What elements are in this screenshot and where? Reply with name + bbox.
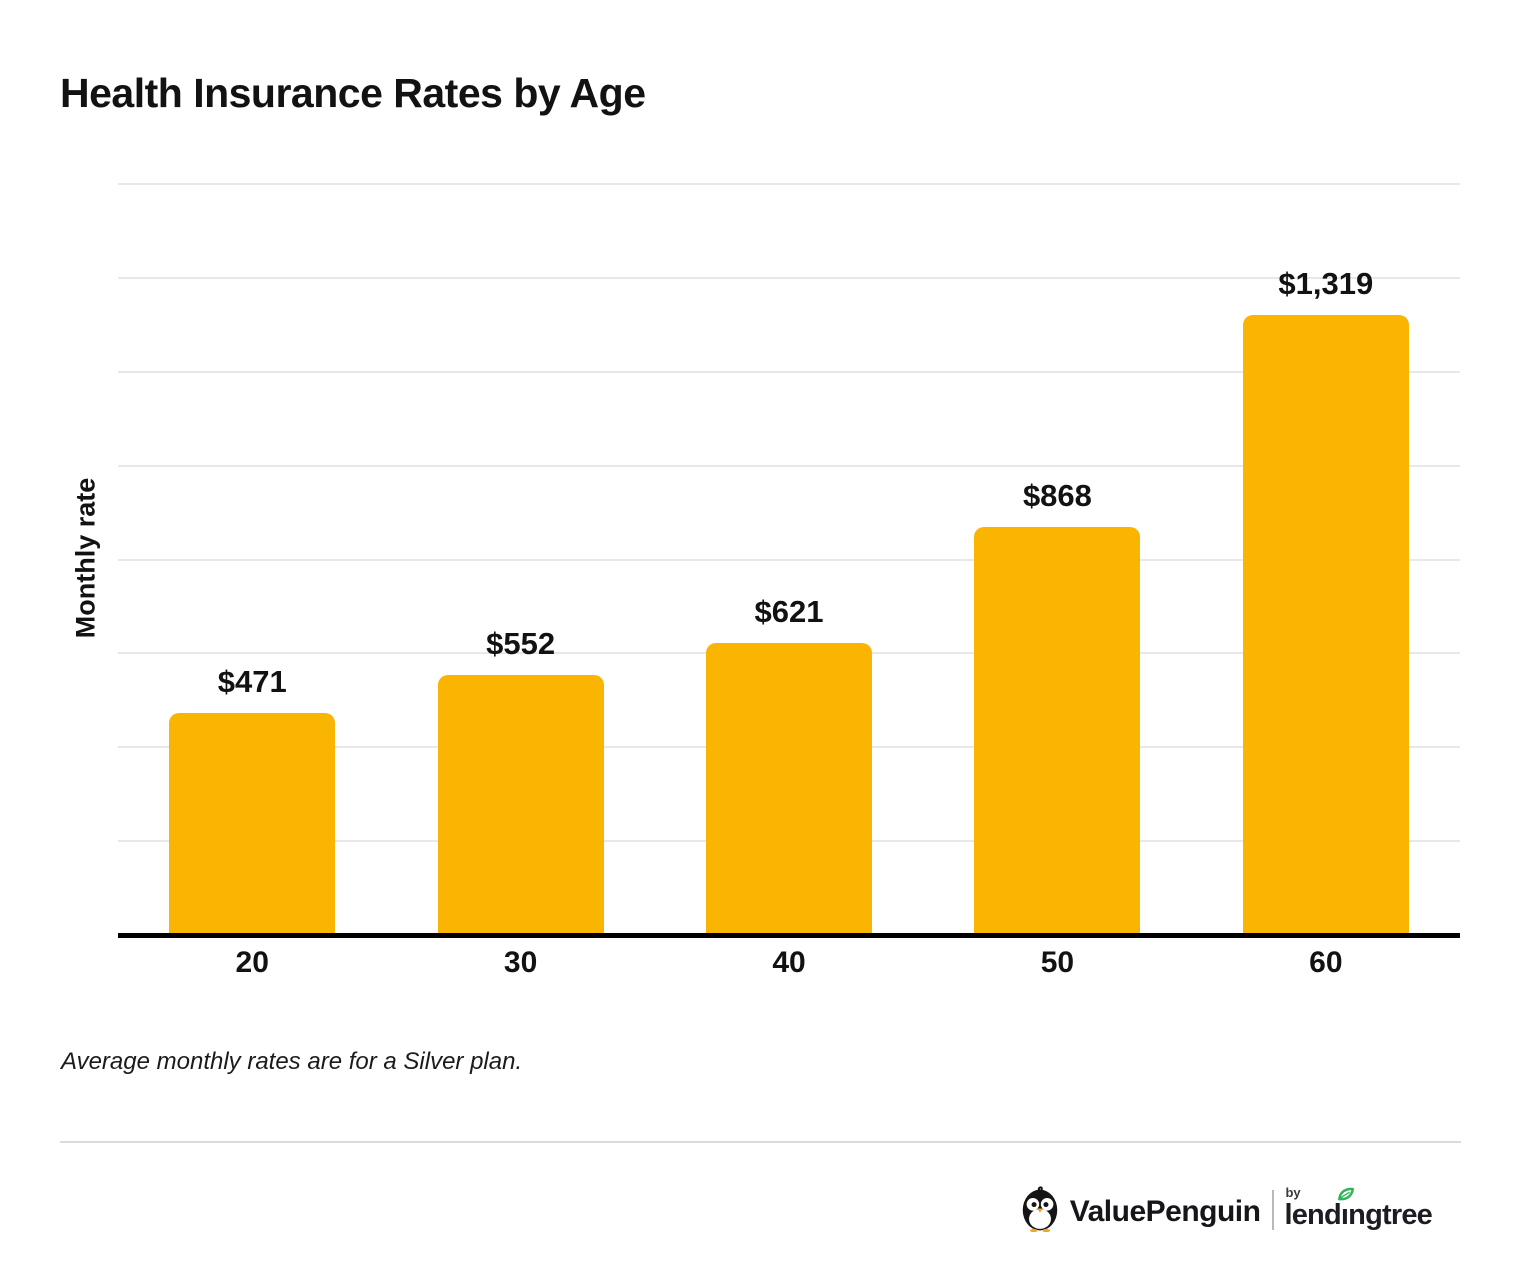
lendingtree-wordmark: lend ıngtree bbox=[1284, 1187, 1433, 1231]
leaf-icon bbox=[1337, 1187, 1354, 1201]
footer-divider bbox=[60, 1141, 1461, 1143]
x-tick-label: 50 bbox=[1040, 946, 1075, 979]
x-tick-label: 30 bbox=[503, 946, 538, 979]
brand-logo: ValuePenguin by lend ıngtree bbox=[1019, 1186, 1433, 1233]
bar-series: $471 $552 $621 $868 $1,319 bbox=[118, 183, 1460, 934]
by-label: by bbox=[1285, 1185, 1301, 1200]
lendingtree-text-post: ngtree bbox=[1348, 1199, 1433, 1231]
bar-group: $621 bbox=[655, 183, 923, 934]
bar-value-label: $621 bbox=[754, 593, 824, 629]
x-tick-label: 20 bbox=[235, 946, 269, 979]
bar bbox=[974, 526, 1141, 934]
bar bbox=[437, 674, 604, 934]
footnote: Average monthly rates are for a Silver p… bbox=[61, 1048, 523, 1075]
bar bbox=[706, 642, 873, 934]
valuepenguin-penguin-icon bbox=[1022, 1186, 1057, 1233]
x-tick-label: 60 bbox=[1309, 946, 1343, 979]
bar-group: $868 bbox=[923, 183, 1191, 934]
plot-area: $471 $552 $621 $868 $1,319 bbox=[118, 183, 1460, 934]
lendingtree-text-pre: lend bbox=[1284, 1199, 1341, 1231]
logo-divider bbox=[1272, 1190, 1275, 1231]
bar-value-label: $552 bbox=[486, 625, 556, 661]
chart-title: Health Insurance Rates by Age bbox=[60, 70, 646, 116]
bar-value-label: $868 bbox=[1022, 477, 1092, 513]
lendingtree-text-i: ı bbox=[1340, 1199, 1349, 1231]
gridline bbox=[118, 464, 1460, 467]
lendingtree-letter-i: ı bbox=[1337, 1187, 1354, 1231]
bar bbox=[169, 712, 336, 934]
bar-value-label: $471 bbox=[217, 663, 287, 699]
gridline bbox=[118, 558, 1460, 561]
lendingtree-lockup: by lend ıngtree bbox=[1284, 1186, 1432, 1232]
bar-group: $1,319 bbox=[1192, 183, 1460, 934]
bar-group: $471 bbox=[118, 183, 386, 934]
valuepenguin-wordmark: ValuePenguin bbox=[1069, 1195, 1261, 1229]
bar-group: $552 bbox=[386, 183, 654, 934]
gridline bbox=[118, 276, 1460, 279]
x-tick-label: 40 bbox=[772, 946, 806, 979]
gridline bbox=[118, 183, 1460, 185]
x-axis-line bbox=[118, 933, 1460, 938]
bar-value-label: $1,319 bbox=[1278, 265, 1374, 301]
bar bbox=[1242, 314, 1409, 934]
y-axis-label: Monthly rate bbox=[70, 477, 101, 639]
x-axis-labels: 20 30 40 50 60 bbox=[118, 946, 1460, 980]
gridline bbox=[118, 370, 1460, 373]
